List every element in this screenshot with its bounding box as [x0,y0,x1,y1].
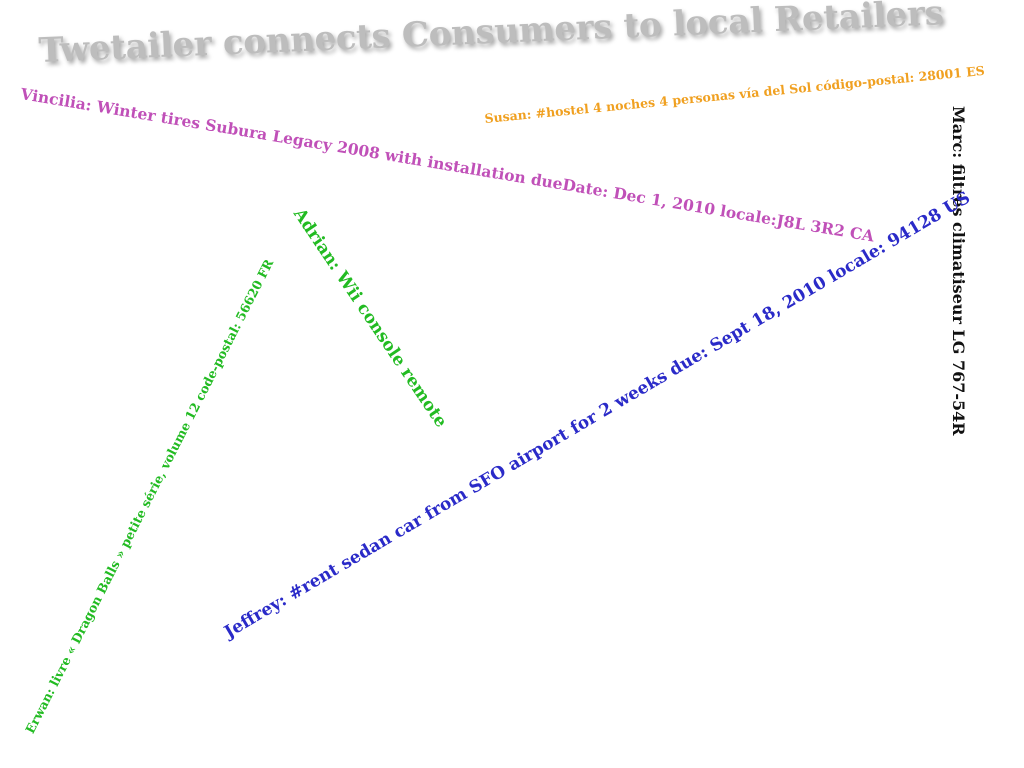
tweet-erwan: Erwan: livre « Dragon Balls » petite sér… [22,256,277,736]
tweet-vincilia: Vincilia: Winter tires Subura Legacy 200… [19,84,876,246]
tweet-susan: Susan: #hostel 4 noches 4 personas vía d… [483,62,986,126]
tweet-adrian: Adrian: Wii console remote [289,204,451,432]
headline-title: Twetailer connects Consumers to local Re… [37,0,945,71]
tweet-marc: Marc: filtres climatiseur LG 767-54R [949,106,968,436]
